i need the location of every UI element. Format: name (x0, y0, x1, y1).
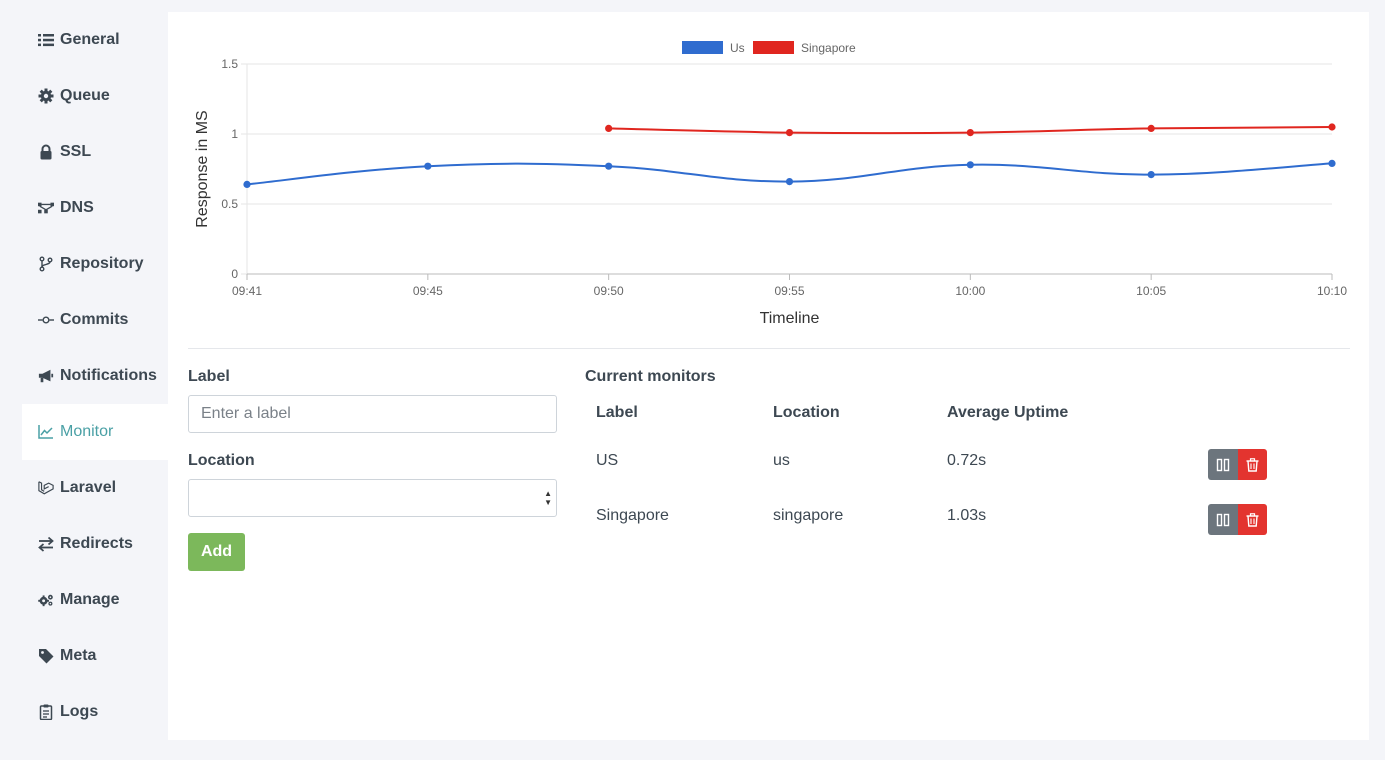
sidebar-item-label: Redirects (60, 535, 133, 552)
location-select[interactable]: ▲ ▼ (188, 479, 557, 517)
sidebar-item-label: Manage (60, 591, 120, 608)
chart-line-icon (38, 423, 60, 441)
data-point (243, 180, 251, 188)
location-field-title: Location (188, 452, 255, 469)
label-field-title: Label (188, 368, 230, 385)
sidebar-item-label: Commits (60, 311, 129, 328)
tag-icon (38, 647, 60, 665)
table-header-location: Location (773, 404, 840, 421)
clipboard-icon (38, 703, 60, 721)
response-time-chart: 0 0.5 1 1.5 09:41 09:45 09:50 09:55 10:00 10:05 10… (168, 12, 1369, 342)
legend-label: Singapore (801, 41, 856, 55)
sidebar-item-meta[interactable]: Meta (22, 628, 168, 684)
sidebar-item-general[interactable]: General (22, 12, 168, 68)
divider (188, 348, 1350, 349)
gear-icon (38, 87, 60, 105)
exchange-icon (38, 535, 60, 553)
data-point (605, 162, 613, 170)
row-label: US (596, 452, 619, 469)
laravel-icon (38, 479, 60, 497)
sidebar-item-label: Meta (60, 647, 97, 664)
x-tick-label: 09:45 (413, 284, 443, 298)
x-tick-label: 10:10 (1317, 284, 1347, 298)
trash-icon (1246, 512, 1259, 527)
data-point (1147, 171, 1155, 179)
row-uptime: 1.03s (947, 507, 987, 524)
row-actions (1208, 504, 1267, 535)
pause-button[interactable] (1208, 504, 1238, 535)
sidebar-item-logs[interactable]: Logs (22, 684, 168, 740)
label-input[interactable] (188, 395, 557, 433)
sidebar-item-label: DNS (60, 199, 94, 216)
sidebar-item-label: Notifications (60, 367, 157, 384)
sidebar-item-redirects[interactable]: Redirects (22, 516, 168, 572)
table-header-label: Label (596, 404, 638, 421)
y-tick-label: 1 (231, 127, 238, 141)
sidebar-item-dns[interactable]: DNS (22, 180, 168, 236)
pause-icon (1216, 513, 1230, 526)
y-tick-label: 0.5 (221, 197, 238, 211)
row-actions (1208, 449, 1267, 480)
legend-label: Us (730, 41, 745, 55)
x-tick-label: 09:41 (232, 284, 262, 298)
data-point (424, 162, 432, 170)
sidebar-item-label: SSL (60, 143, 92, 160)
sidebar-item-label: Repository (60, 255, 144, 272)
add-button[interactable]: Add (188, 533, 245, 571)
main-panel: 0 0.5 1 1.5 09:41 09:45 09:50 09:55 10:00 10:05 10… (168, 12, 1369, 740)
x-axis-title: Timeline (760, 310, 820, 327)
sidebar-item-ssl[interactable]: SSL (22, 124, 168, 180)
data-point (1328, 159, 1336, 167)
sidebar-item-repository[interactable]: Repository (22, 236, 168, 292)
sidebar-item-laravel[interactable]: Laravel (22, 460, 168, 516)
sidebar: General Queue SSL DNS Repository Commits (22, 12, 168, 740)
y-axis-title: Response in MS (194, 110, 211, 227)
data-point (966, 161, 974, 169)
list-icon (38, 31, 60, 49)
x-tick-label: 09:55 (774, 284, 804, 298)
pause-button[interactable] (1208, 449, 1238, 480)
trash-icon (1246, 457, 1259, 472)
current-monitors-title: Current monitors (585, 368, 716, 385)
data-point (1147, 124, 1155, 132)
commit-icon (38, 311, 60, 329)
sidebar-item-label: Laravel (60, 479, 117, 496)
sidebar-item-notifications[interactable]: Notifications (22, 348, 168, 404)
row-location: singapore (773, 507, 844, 524)
legend-swatch (753, 41, 794, 54)
chart-svg: 0 0.5 1 1.5 09:41 09:45 09:50 09:55 10:00 10:05 10… (194, 41, 1347, 327)
table-header-uptime: Average Uptime (947, 404, 1069, 421)
legend-swatch (682, 41, 723, 54)
cogs-icon (38, 591, 60, 609)
sidebar-item-queue[interactable]: Queue (22, 68, 168, 124)
data-point (605, 124, 613, 132)
sidebar-item-label: General (60, 31, 120, 48)
sidebar-item-label: Queue (60, 87, 110, 104)
data-point (966, 129, 974, 137)
row-location: us (773, 452, 790, 469)
x-tick-label: 10:00 (955, 284, 985, 298)
data-point (1328, 123, 1336, 131)
select-arrows-icon: ▲ ▼ (544, 489, 552, 507)
sidebar-item-manage[interactable]: Manage (22, 572, 168, 628)
pause-icon (1216, 458, 1230, 471)
data-point (785, 178, 794, 186)
y-tick-label: 1.5 (221, 57, 238, 71)
sidebar-item-label: Logs (60, 703, 99, 720)
bullhorn-icon (38, 367, 60, 385)
sidebar-item-label: Monitor (60, 423, 114, 440)
x-tick-label: 10:05 (1136, 284, 1166, 298)
sidebar-item-monitor[interactable]: Monitor (22, 404, 168, 460)
sidebar-item-commits[interactable]: Commits (22, 292, 168, 348)
y-tick-label: 0 (231, 267, 238, 281)
network-icon (38, 199, 60, 217)
lock-icon (38, 143, 60, 161)
delete-button[interactable] (1238, 504, 1267, 535)
delete-button[interactable] (1238, 449, 1267, 480)
data-point (785, 129, 794, 137)
x-tick-label: 09:50 (594, 284, 624, 298)
code-branch-icon (38, 255, 60, 273)
row-uptime: 0.72s (947, 452, 987, 469)
row-label: Singapore (596, 507, 669, 524)
